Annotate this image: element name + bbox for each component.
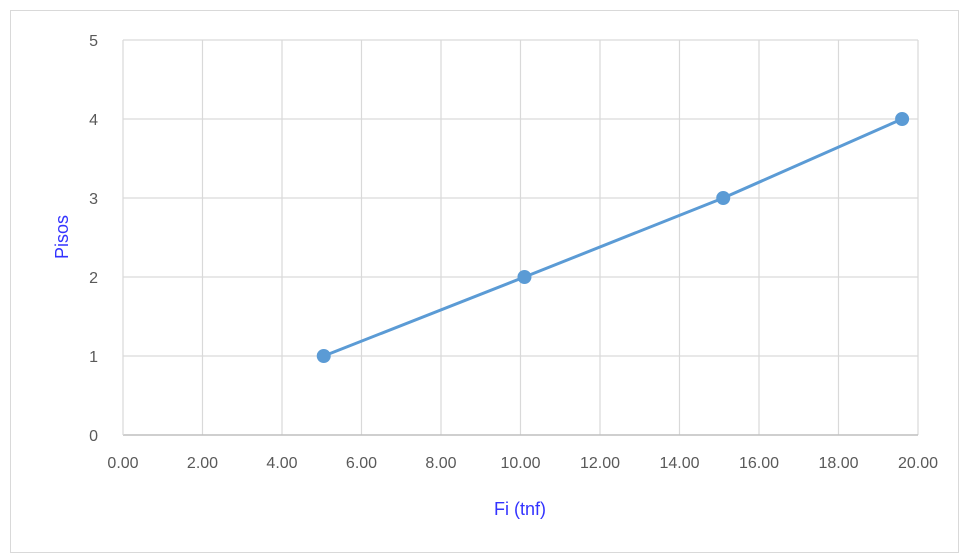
- data-point: [517, 270, 532, 284]
- x-tick-label: 16.00: [739, 455, 779, 472]
- y-tick-label: 4: [89, 112, 98, 129]
- x-tick-label: 8.00: [425, 455, 456, 472]
- data-point: [316, 349, 331, 363]
- x-tick-label: 2.00: [187, 455, 218, 472]
- x-tick-label: 10.00: [500, 455, 540, 472]
- x-tick-label: 20.00: [898, 455, 938, 472]
- x-tick-label: 4.00: [266, 455, 297, 472]
- y-tick-label: 0: [89, 428, 98, 445]
- x-tick-label: 0.00: [107, 455, 138, 472]
- y-tick-label: 3: [89, 191, 98, 208]
- x-tick-label: 6.00: [346, 455, 377, 472]
- series-group: [316, 112, 910, 363]
- chart-frame: [10, 10, 959, 553]
- data-point: [716, 191, 731, 205]
- y-tick-label: 2: [89, 270, 98, 287]
- y-tick-label: 1: [89, 349, 98, 366]
- x-tick-label: 12.00: [580, 455, 620, 472]
- y-tick-label: 5: [89, 33, 98, 50]
- series-line: [322, 117, 904, 358]
- x-tick-label: 18.00: [818, 455, 858, 472]
- tick-labels: 0.00 2.00 4.00 6.00 8.00 10.00 12.00 14.00 16.00…: [89, 33, 938, 472]
- x-tick-label: 14.00: [659, 455, 699, 472]
- gridlines: [123, 39, 919, 435]
- axes: [122, 40, 918, 436]
- x-axis-title: Fi (tnf): [494, 499, 546, 519]
- y-axis-title: Pisos: [52, 215, 72, 259]
- data-point: [895, 112, 910, 126]
